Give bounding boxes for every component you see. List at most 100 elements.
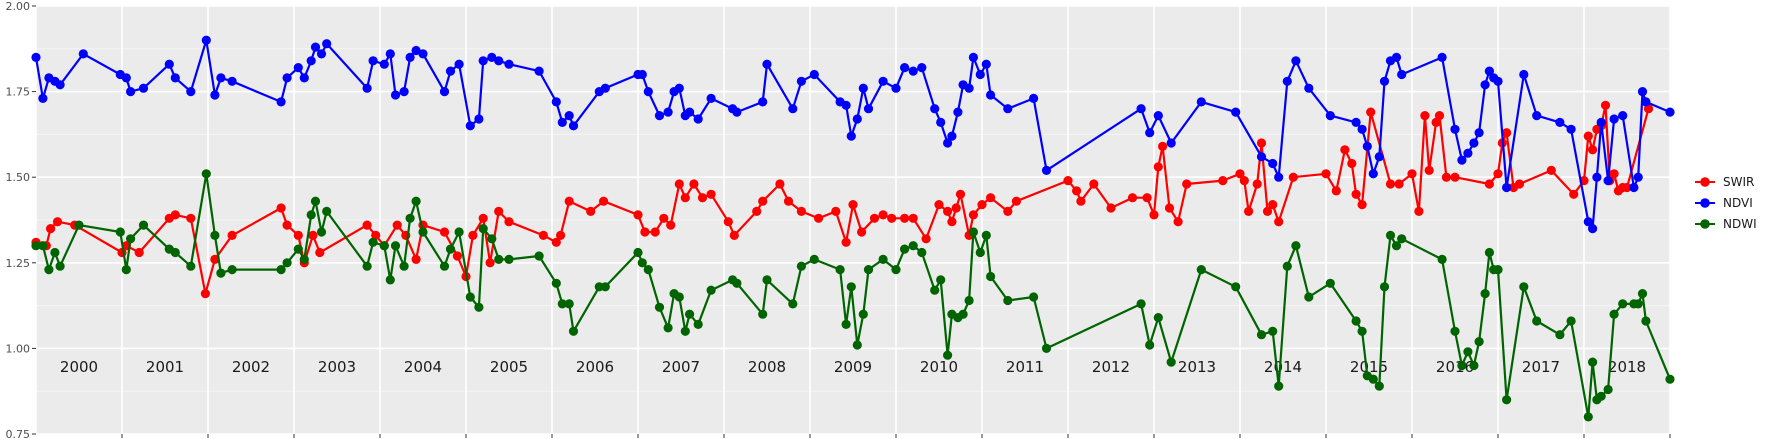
data-point-ndvi (551, 97, 561, 107)
data-point-ndwi (1484, 247, 1494, 258)
data-point-swir (1239, 176, 1249, 186)
data-point-swir (1076, 196, 1086, 206)
data-point-ndwi (478, 224, 488, 234)
data-point-ndvi (126, 87, 136, 97)
data-point-ndvi (1637, 87, 1648, 97)
data-point-ndvi (846, 131, 856, 141)
year-label: 2001 (146, 358, 184, 376)
data-point-ndvi (1325, 111, 1335, 121)
data-point-swir (848, 200, 858, 210)
data-point-swir (640, 227, 650, 237)
data-point-ndvi (1474, 128, 1484, 138)
data-point-swir (831, 206, 841, 216)
data-point-swir (1218, 176, 1228, 186)
data-point-ndwi (643, 265, 653, 275)
y-tick-label: 2.00 (6, 0, 31, 13)
data-point-ndvi (1003, 104, 1013, 114)
data-point-ndvi (600, 83, 610, 93)
year-label: 2015 (1350, 358, 1388, 376)
year-label: 2016 (1436, 358, 1474, 376)
data-point-ndwi (1374, 381, 1384, 391)
data-point-ndvi (411, 45, 421, 56)
data-point-ndwi (809, 254, 819, 264)
data-point-ndwi (201, 169, 211, 179)
data-point-ndwi (1291, 241, 1301, 251)
data-point-ndwi (322, 206, 332, 216)
data-point-swir (1063, 176, 1073, 186)
data-point-ndvi (758, 97, 768, 107)
data-point-swir (1274, 217, 1284, 227)
data-point-ndwi (439, 261, 450, 271)
data-point-ndvi (1351, 117, 1361, 127)
data-point-ndwi (762, 275, 772, 285)
data-point-ndwi (1641, 316, 1651, 326)
data-point-ndwi (564, 299, 574, 309)
data-point-ndwi (74, 220, 84, 230)
data-point-ndvi (78, 49, 88, 59)
data-point-ndvi (685, 107, 695, 117)
data-point-swir (697, 193, 708, 203)
data-point-swir (796, 206, 807, 216)
data-point-swir (934, 200, 944, 210)
data-point-ndwi (633, 247, 643, 258)
data-point-ndvi (1665, 107, 1675, 117)
data-point-ndvi (908, 66, 918, 76)
data-point-swir (1262, 206, 1273, 216)
data-point-swir (1158, 141, 1168, 151)
year-label: 2012 (1092, 358, 1130, 376)
data-point-swir (689, 179, 699, 189)
data-point-swir (752, 206, 762, 216)
year-label: 2010 (920, 358, 958, 376)
data-point-swir (411, 254, 421, 264)
data-point-ndvi (953, 107, 963, 117)
data-point-ndvi (943, 138, 953, 148)
year-label: 2008 (748, 358, 786, 376)
data-point-ndvi (900, 63, 910, 73)
data-point-ndvi (1603, 176, 1613, 186)
data-point-ndwi (411, 196, 421, 206)
data-point-swir (1252, 179, 1262, 189)
data-point-ndvi (201, 35, 211, 45)
data-point-ndwi (1474, 337, 1484, 347)
data-point-swir (439, 227, 450, 237)
data-point-ndvi (1493, 76, 1503, 86)
data-point-swir (878, 210, 888, 220)
data-point-ndwi (293, 244, 303, 254)
data-point-ndvi (322, 39, 332, 49)
data-point-swir (758, 196, 768, 206)
year-label: 2014 (1264, 358, 1302, 376)
data-point-swir (1357, 200, 1367, 210)
data-point-ndwi (487, 234, 497, 244)
data-point-ndwi (31, 241, 41, 251)
data-point-swir (1127, 193, 1138, 203)
data-point-ndwi (958, 309, 968, 319)
data-point-ndvi (186, 87, 196, 97)
data-point-ndvi (494, 56, 504, 66)
data-point-swir (977, 200, 987, 210)
data-point-ndvi (390, 90, 401, 100)
data-point-ndvi (385, 49, 395, 59)
data-point-ndwi (1588, 357, 1598, 367)
data-point-ndwi (551, 278, 561, 288)
data-point-swir (362, 220, 372, 230)
data-point-ndvi (1596, 117, 1606, 127)
series-line-ndwi (36, 172, 1672, 418)
data-point-ndvi (1374, 152, 1384, 162)
data-point-ndvi (170, 73, 180, 83)
data-point-swir (452, 251, 462, 261)
data-point-ndwi (908, 241, 918, 251)
data-point-ndwi (1304, 292, 1314, 302)
data-point-ndvi (986, 90, 996, 100)
data-point-ndwi (1463, 347, 1473, 357)
data-point-ndwi (1379, 282, 1390, 292)
data-point-ndwi (385, 275, 395, 285)
data-point-ndvi (465, 121, 475, 131)
data-point-ndvi (445, 66, 456, 76)
data-point-ndwi (445, 244, 456, 254)
data-point-ndwi (50, 247, 60, 258)
data-point-ndwi (788, 299, 798, 309)
data-point-swir (1072, 186, 1082, 196)
data-point-ndvi (1136, 104, 1146, 114)
data-point-ndwi (38, 241, 48, 251)
data-point-ndwi (964, 295, 974, 306)
